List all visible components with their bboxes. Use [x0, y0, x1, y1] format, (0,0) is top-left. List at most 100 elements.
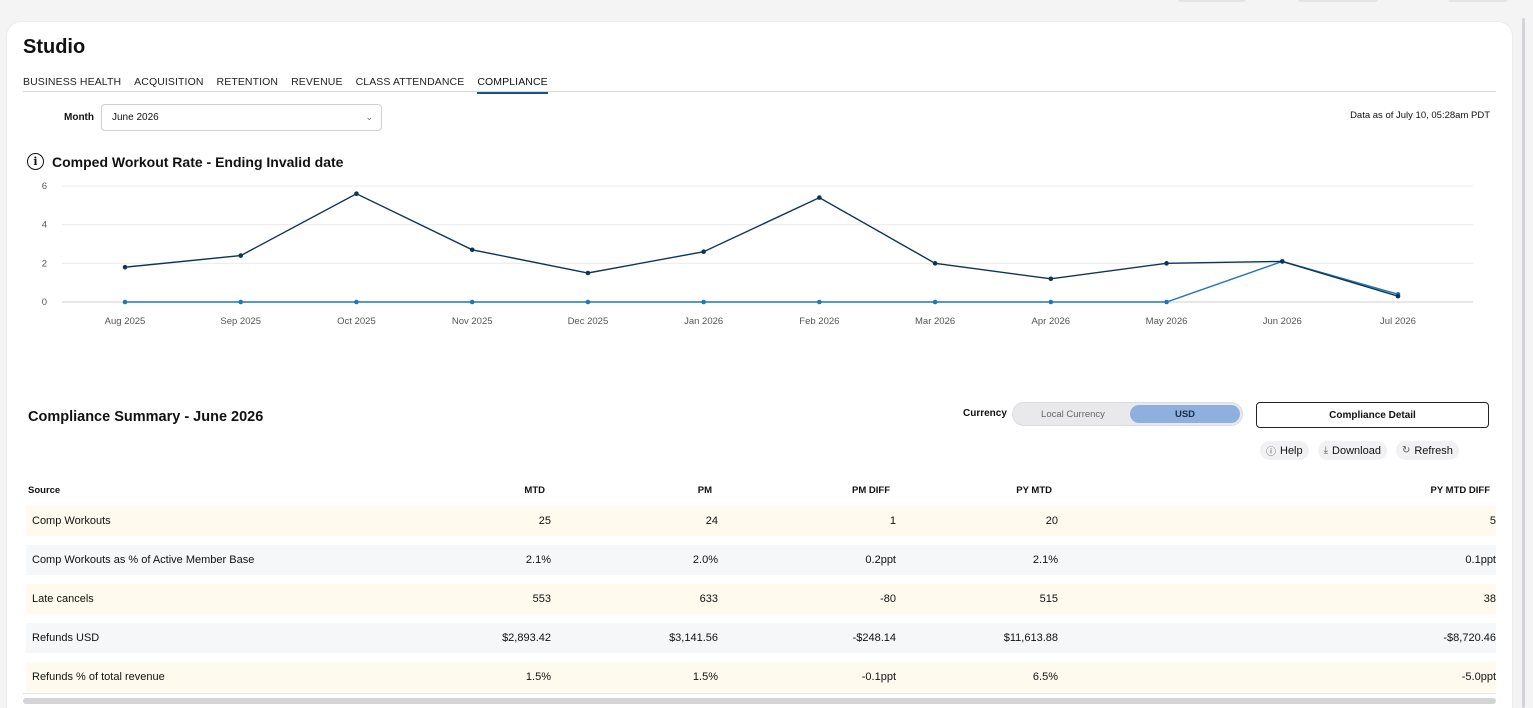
cell-pm-diff: 0.2ppt	[718, 545, 896, 575]
comped-workout-line-chart: 0 2 4 6 Aug 2025 Sep 2025 Oct 2025 Nov 2025 Dec …	[42, 181, 1473, 327]
data-point	[354, 191, 359, 197]
data-point	[1048, 276, 1054, 282]
cell-mtd: 2.1%	[446, 545, 551, 575]
data-point	[354, 299, 359, 305]
data-point	[817, 195, 822, 200]
month-select[interactable]: June 2026 ⌄	[101, 104, 382, 131]
tab-acquisition[interactable]: ACQUISITION	[134, 76, 204, 88]
chart-title: Comped Workout Rate - Ending Invalid dat…	[52, 153, 344, 170]
cell-mtd: 25	[446, 506, 551, 536]
chart-header: i Comped Workout Rate - Ending Invalid d…	[27, 153, 343, 170]
info-icon: ⓘ	[1266, 447, 1276, 458]
currency-option-usd[interactable]: USD	[1130, 405, 1240, 423]
studio-card: Studio BUSINESS HEALTH ACQUISITION RETEN…	[7, 22, 1512, 708]
info-icon[interactable]: i	[27, 153, 44, 170]
month-label: Month	[64, 112, 94, 123]
y-tick-label: 6	[42, 181, 47, 192]
data-point	[1395, 293, 1401, 299]
compliance-detail-button[interactable]: Compliance Detail	[1256, 402, 1489, 428]
data-point	[1164, 299, 1169, 305]
table-row: Refunds USD $2,893.42 $3,141.56 -$248.14…	[26, 623, 1496, 653]
compliance-summary-table: Source MTD PM PM DIFF PY MTD PY MTD DIFF…	[26, 474, 1496, 701]
data-point	[238, 253, 244, 258]
summary-actions: ⓘ Help ⤓ Download ↻ Refresh	[1260, 441, 1459, 460]
x-tick-label: Oct 2025	[337, 316, 376, 327]
help-label: Help	[1280, 444, 1303, 457]
cell-py-mtd-diff: 38	[1058, 584, 1496, 614]
data-point	[238, 299, 244, 305]
table-row: Late cancels 553 633 -80 515 38	[26, 584, 1496, 614]
cell-pm-diff: 1	[718, 506, 896, 536]
top-strip-control[interactable]	[1448, 0, 1508, 2]
data-point	[701, 299, 706, 305]
cell-py-mtd-diff: -$8,720.46	[1058, 623, 1496, 653]
cell-py-mtd: $11,613.88	[896, 623, 1058, 653]
x-tick-label: Mar 2026	[915, 316, 955, 327]
data-point	[1279, 259, 1285, 264]
y-tick-label: 2	[42, 258, 47, 269]
x-tick-label: Nov 2025	[452, 316, 493, 327]
tab-business-health[interactable]: BUSINESS HEALTH	[23, 76, 122, 88]
column-header-py-mtd-diff[interactable]: PY MTD DIFF	[1430, 484, 1490, 496]
tab-retention[interactable]: RETENTION	[216, 76, 279, 88]
top-strip-control[interactable]	[1298, 0, 1378, 2]
x-tick-label: Dec 2025	[568, 316, 609, 327]
column-header-pm[interactable]: PM	[697, 484, 712, 496]
cell-py-mtd-diff: -5.0ppt	[1058, 662, 1496, 692]
tab-divider	[23, 91, 1496, 92]
x-tick-label: Jan 2026	[684, 316, 723, 327]
cell-pm-diff: -80	[718, 584, 896, 614]
series-line-comp-workouts	[124, 192, 1399, 297]
series-line-comp-workouts-py	[125, 260, 1399, 303]
horizontal-scroll-track	[23, 693, 1496, 694]
horizontal-scrollbar[interactable]	[23, 698, 1496, 704]
cell-mtd: $2,893.42	[446, 623, 551, 653]
download-label: Download	[1332, 444, 1381, 457]
column-header-py-mtd[interactable]: PY MTD	[1016, 484, 1052, 496]
tab-class-attendance[interactable]: CLASS ATTENDANCE	[355, 76, 465, 88]
table-header-row: Source MTD PM PM DIFF PY MTD PY MTD DIFF	[26, 483, 1496, 497]
data-point	[585, 299, 591, 305]
x-tick-label: Apr 2026	[1032, 316, 1071, 327]
data-point	[932, 299, 938, 305]
vertical-scrollbar[interactable]	[1522, 18, 1525, 708]
column-header-source[interactable]: Source	[28, 484, 61, 496]
refresh-icon: ↻	[1401, 445, 1411, 456]
x-tick-label: Jul 2026	[1380, 316, 1416, 327]
top-strip	[0, 0, 1533, 12]
chevron-down-icon: ⌄	[365, 112, 373, 122]
tab-bar: BUSINESS HEALTH ACQUISITION RETENTION RE…	[23, 76, 561, 94]
cell-source: Refunds USD	[26, 623, 446, 653]
cell-source: Refunds % of total revenue	[26, 662, 446, 692]
currency-option-local[interactable]: Local Currency	[1041, 408, 1105, 420]
data-point	[469, 299, 475, 305]
cell-pm: 1.5%	[551, 662, 718, 692]
cell-mtd: 553	[446, 584, 551, 614]
cell-py-mtd-diff: 5	[1058, 506, 1496, 536]
column-header-pm-diff[interactable]: PM DIFF	[852, 484, 890, 496]
data-point	[122, 299, 128, 305]
data-point	[469, 247, 475, 253]
cell-py-mtd: 2.1%	[896, 545, 1058, 575]
top-strip-control[interactable]	[1178, 0, 1246, 2]
table-row: Refunds % of total revenue 1.5% 1.5% -0.…	[26, 662, 1496, 692]
x-tick-label: Aug 2025	[105, 316, 146, 327]
tab-revenue[interactable]: REVENUE	[291, 76, 343, 88]
cell-source: Comp Workouts	[26, 506, 446, 536]
help-button[interactable]: ⓘ Help	[1260, 441, 1309, 460]
column-header-mtd[interactable]: MTD	[524, 484, 545, 496]
cell-pm: 24	[551, 506, 718, 536]
y-tick-label: 0	[42, 297, 47, 308]
currency-label: Currency	[963, 408, 1007, 419]
tab-compliance[interactable]: COMPLIANCE	[477, 76, 548, 94]
cell-mtd: 1.5%	[446, 662, 551, 692]
cell-py-mtd: 20	[896, 506, 1058, 536]
cell-pm: 2.0%	[551, 545, 718, 575]
x-tick-label: Jun 2026	[1263, 316, 1302, 327]
download-button[interactable]: ⤓ Download	[1317, 441, 1387, 460]
cell-pm-diff: -$248.14	[718, 623, 896, 653]
table-row: Comp Workouts 25 24 1 20 5	[26, 506, 1496, 536]
data-point	[932, 261, 938, 266]
refresh-button[interactable]: ↻ Refresh	[1395, 441, 1459, 460]
refresh-label: Refresh	[1414, 444, 1453, 457]
